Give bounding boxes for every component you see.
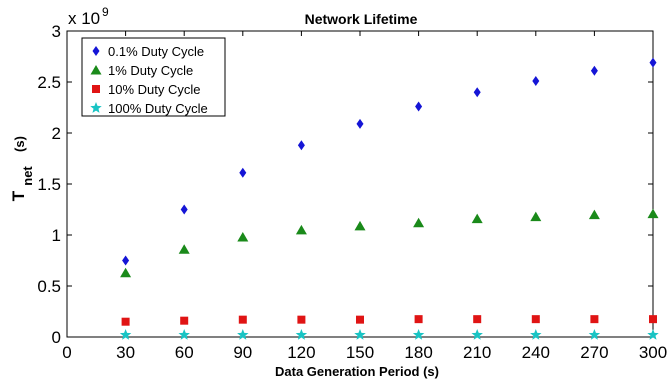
data-point (354, 220, 366, 231)
data-point (473, 87, 481, 98)
legend-label: 1% Duty Cycle (108, 63, 193, 78)
data-point (119, 328, 132, 340)
x-axis: 0 30 60 90 120 150 180 210 240 270 300 (62, 31, 667, 362)
data-point (122, 255, 130, 266)
x-tick-label: 90 (233, 343, 252, 362)
legend-item: 100% Duty Cycle (90, 101, 208, 116)
y-label-unit: (s) (12, 136, 27, 152)
data-point (297, 140, 305, 151)
y-tick-label: 1.5 (37, 175, 61, 194)
data-point (532, 75, 540, 86)
y-scale-prefix: x 10 (68, 9, 100, 28)
y-scale-exponent: 9 (102, 5, 109, 19)
x-tick-label: 150 (346, 343, 374, 362)
data-point (237, 232, 249, 242)
series-star (119, 328, 659, 340)
data-point (649, 315, 657, 324)
data-point (647, 208, 659, 219)
x-tick-label: 240 (522, 343, 550, 362)
data-point (180, 316, 189, 325)
y-tick-label: 1 (52, 226, 61, 245)
data-point (120, 267, 132, 278)
legend-item: 1% Duty Cycle (90, 63, 193, 78)
legend-marker (92, 85, 100, 93)
data-point (295, 328, 308, 340)
data-point (178, 244, 190, 254)
y-tick-label: 2 (52, 124, 61, 143)
data-point (354, 328, 366, 340)
data-point (530, 328, 542, 340)
data-point (590, 315, 599, 324)
y-tick-label: 2.5 (37, 73, 61, 92)
y-label-main: T (9, 190, 28, 201)
series-diamond (122, 57, 657, 266)
legend-label: 10% Duty Cycle (108, 82, 200, 97)
legend-marker (92, 46, 100, 56)
x-tick-label: 30 (116, 343, 135, 362)
y-label-sub: net (20, 166, 35, 186)
x-tick-label: 0 (62, 343, 71, 362)
x-axis-label: Data Generation Period (s) (275, 364, 439, 379)
legend-label: 100% Duty Cycle (108, 101, 208, 116)
data-point (649, 57, 657, 68)
legend: 0.1% Duty Cycle 1% Duty Cycle 10% Duty Cyc… (81, 37, 226, 117)
y-axis: 0 0.5 1 1.5 2 2.5 3 (37, 22, 653, 347)
data-point (412, 328, 425, 340)
series-triangle (120, 208, 659, 278)
data-point (590, 65, 598, 76)
legend-marker (90, 102, 102, 113)
data-point (471, 213, 483, 224)
data-point (531, 315, 540, 324)
data-point (180, 204, 188, 215)
x-tick-label: 120 (287, 343, 315, 362)
y-tick-label: 3 (52, 22, 61, 41)
y-axis-label: T net (s) (9, 136, 35, 201)
x-tick-label: 180 (404, 343, 432, 362)
y-tick-label: 0.5 (37, 277, 61, 296)
x-tick-label: 300 (639, 343, 667, 362)
x-tick-label: 210 (463, 343, 491, 362)
legend-box (81, 37, 226, 117)
data-point (356, 118, 364, 129)
data-point (530, 211, 542, 222)
data-point (588, 328, 601, 340)
data-point (121, 317, 130, 326)
data-point (237, 328, 249, 340)
data-point (588, 209, 600, 220)
legend-marker (90, 65, 102, 75)
data-point (238, 315, 247, 324)
data-point (295, 224, 307, 235)
data-point (415, 101, 423, 112)
y-scale-factor: x 10 9 (68, 5, 109, 28)
data-point (356, 315, 364, 324)
data-points (119, 57, 659, 340)
series-square (121, 315, 657, 326)
data-point (647, 328, 659, 340)
x-tick-label: 270 (580, 343, 608, 362)
x-tick-label: 60 (175, 343, 194, 362)
legend-item: 10% Duty Cycle (92, 82, 200, 97)
data-point (471, 328, 483, 340)
y-tick-label: 0 (52, 328, 61, 347)
data-point (473, 315, 482, 324)
data-point (414, 315, 423, 324)
legend-label: 0.1% Duty Cycle (108, 44, 204, 59)
chart-title: Network Lifetime (305, 11, 418, 27)
data-point (297, 315, 306, 324)
data-point (178, 328, 190, 340)
data-point (239, 167, 247, 178)
data-point (413, 217, 425, 228)
legend-item: 0.1% Duty Cycle (92, 44, 204, 59)
